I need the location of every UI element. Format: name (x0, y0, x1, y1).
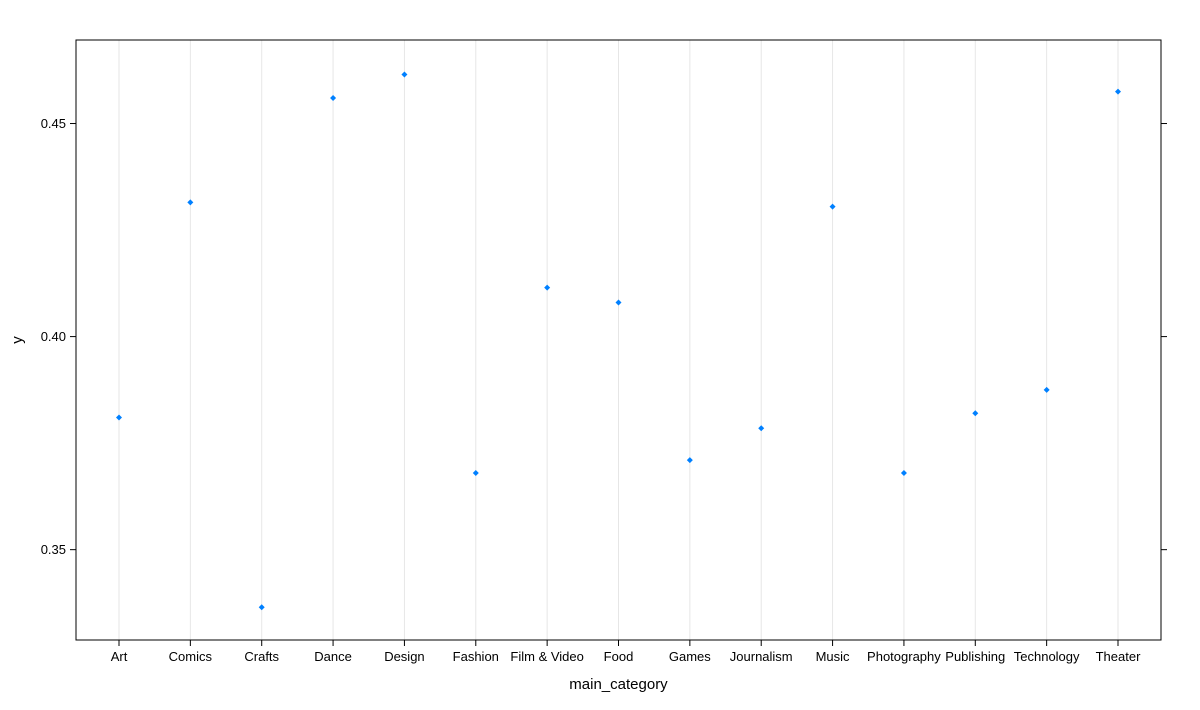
data-point (615, 299, 622, 306)
data-point (258, 604, 265, 611)
x-axis-title: main_category (569, 676, 668, 693)
x-tick-label: Comics (169, 649, 213, 664)
x-tick-label: Photography (867, 649, 941, 664)
x-tick-label: Music (816, 649, 850, 664)
data-point (116, 414, 122, 421)
plot-frame (75, 39, 1162, 641)
data-point (758, 425, 765, 432)
x-tick-label: Crafts (244, 649, 279, 664)
x-tick-label: Dance (314, 649, 352, 664)
data-point (686, 457, 693, 464)
data-point (900, 469, 907, 476)
x-tick-label: Film & Video (510, 649, 583, 664)
y-tick-label: 0.45 (41, 116, 66, 131)
x-tick-label: Art (111, 649, 128, 664)
data-point (330, 94, 337, 101)
data-point (1115, 88, 1121, 95)
grid-layer (118, 40, 1119, 640)
data-point (1043, 386, 1050, 393)
data-point (401, 71, 408, 78)
data-point (544, 284, 551, 291)
data-points (116, 71, 1121, 611)
x-tick-label: Publishing (945, 649, 1005, 664)
data-point (972, 410, 979, 417)
y-axis: 0.35 0.40 0.45 (41, 116, 1167, 557)
x-tick-label: Design (384, 649, 424, 664)
data-point (187, 199, 194, 206)
x-tick-label: Fashion (453, 649, 499, 664)
x-axis: Art Comics Crafts Dance Design Fashion Film & … (111, 640, 1141, 664)
y-axis-title: y (9, 336, 26, 344)
y-tick-label: 0.35 (41, 542, 66, 557)
x-tick-label: Theater (1096, 649, 1141, 664)
data-point (829, 203, 836, 210)
data-point (472, 469, 479, 476)
x-tick-label: Games (669, 649, 711, 664)
x-tick-label: Technology (1014, 649, 1080, 664)
x-tick-label: Food (604, 649, 634, 664)
y-tick-label: 0.40 (41, 329, 66, 344)
x-tick-label: Journalism (730, 649, 793, 664)
